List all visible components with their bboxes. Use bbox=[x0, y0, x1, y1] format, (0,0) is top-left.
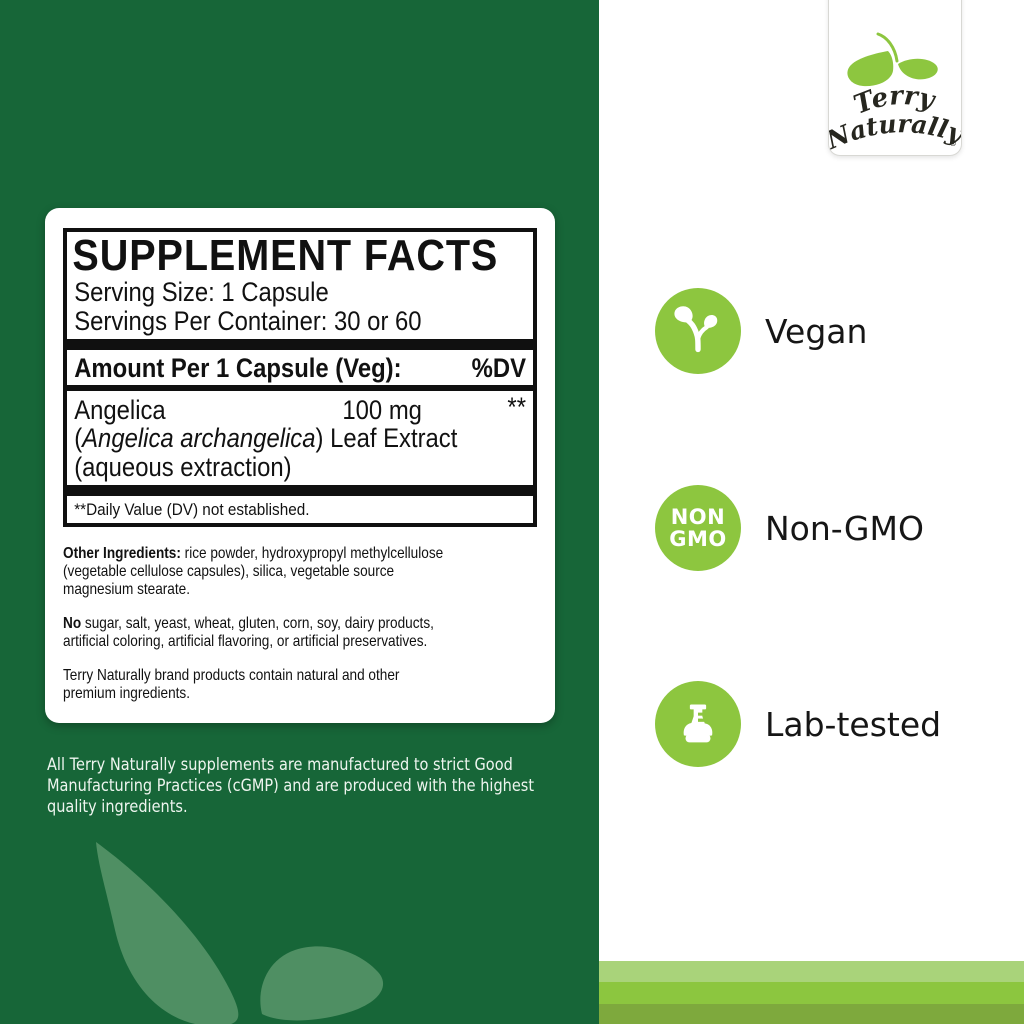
non-gmo-circle-line1: NON bbox=[670, 505, 726, 529]
watermark-small-leaf-icon bbox=[260, 946, 384, 1021]
ingredient-line3: (aqueous extraction) bbox=[74, 452, 292, 482]
bottom-stripe-dark bbox=[599, 1004, 1024, 1024]
ingredient-dv: ** bbox=[507, 392, 526, 422]
gmp-note-line1: All Terry Naturally supplements are manu… bbox=[47, 755, 513, 774]
bottom-stripe-light bbox=[599, 961, 1024, 982]
serving-size: Serving Size: 1 Capsule bbox=[74, 277, 329, 307]
bottom-stripe-mid bbox=[599, 982, 1024, 1004]
left-green-panel: SUPPLEMENT FACTS Serving Size: 1 Capsule… bbox=[0, 0, 599, 1024]
ingredient-line2-suffix: ) Leaf Extract bbox=[315, 423, 458, 453]
logo-text-line2: Naturally bbox=[821, 109, 967, 155]
ingredient-name: Angelica bbox=[74, 395, 166, 425]
ingredient-line2: (Angelica archangelica) Leaf Extract bbox=[67, 424, 533, 453]
logo-right-leaf-icon bbox=[898, 58, 938, 80]
lab-flask-icon bbox=[683, 704, 713, 743]
badge-lab-tested: Lab-tested bbox=[599, 681, 1024, 767]
supplement-facts-card: SUPPLEMENT FACTS Serving Size: 1 Capsule… bbox=[45, 208, 555, 723]
terry-naturally-logo: Terry Naturally ® bbox=[821, 32, 968, 155]
free-of-line1: sugar, salt, yeast, wheat, gluten, corn,… bbox=[81, 615, 434, 632]
watermark-large-leaf-icon bbox=[96, 842, 239, 1024]
vegan-label: Vegan bbox=[765, 311, 868, 351]
divider-thick bbox=[67, 339, 533, 350]
divider-thick-bottom bbox=[67, 485, 533, 496]
amount-header-row: Amount Per 1 Capsule (Veg): %DV bbox=[67, 353, 533, 383]
other-ingredients-lead: Other Ingredients: bbox=[63, 545, 181, 562]
free-of-lead: No bbox=[63, 615, 82, 632]
brand-note-line2: premium ingredients. bbox=[63, 685, 190, 702]
vegan-circle bbox=[655, 288, 741, 374]
supplement-facts-table: SUPPLEMENT FACTS Serving Size: 1 Capsule… bbox=[63, 228, 537, 527]
other-ingredients-line3: magnesium stearate. bbox=[63, 581, 190, 598]
ingredient-amount: 100 mg bbox=[342, 395, 422, 425]
logo-registered-mark: ® bbox=[949, 139, 957, 148]
free-of-line2: artificial coloring, artificial flavorin… bbox=[63, 633, 428, 650]
non-gmo-circle-line2: GMO bbox=[669, 527, 727, 551]
ingredient-row: Angelica 100 mg ** bbox=[67, 392, 533, 425]
non-gmo-label: Non-GMO bbox=[765, 508, 924, 548]
right-white-panel: Terry Naturally ® Vegan bbox=[599, 0, 1024, 1024]
facts-title: SUPPLEMENT FACTS bbox=[72, 231, 499, 280]
brand-note-line1: Terry Naturally brand products contain n… bbox=[63, 667, 400, 684]
badge-vegan: Vegan bbox=[599, 288, 1024, 374]
gmp-note-line3: quality ingredients. bbox=[47, 797, 188, 816]
divider-medium bbox=[67, 385, 533, 391]
gmp-note-line2: Manufacturing Practices (cGMP) and are p… bbox=[47, 776, 535, 795]
terry-naturally-logo-card: Terry Naturally ® bbox=[821, 0, 968, 156]
dv-header: %DV bbox=[471, 353, 526, 383]
other-ingredients-line1: rice powder, hydroxypropyl methylcellulo… bbox=[180, 545, 444, 562]
badge-non-gmo: NON GMO Non-GMO bbox=[599, 485, 1024, 571]
non-gmo-circle: NON GMO bbox=[655, 485, 741, 571]
servings-per-container: Servings Per Container: 30 or 60 bbox=[74, 306, 422, 336]
dv-footnote: **Daily Value (DV) not established. bbox=[74, 500, 310, 519]
other-ingredients-line2: (vegetable cellulose capsules), silica, … bbox=[63, 563, 395, 580]
lab-tested-label: Lab-tested bbox=[765, 704, 942, 744]
ingredient-botanical-name: Angelica archangelica bbox=[82, 423, 316, 453]
sprout-icon bbox=[674, 306, 718, 353]
svg-text:Naturally: Naturally bbox=[829, 109, 961, 155]
logo-left-leaf-icon bbox=[847, 51, 894, 87]
lab-tested-circle bbox=[655, 681, 741, 767]
amount-header: Amount Per 1 Capsule (Veg): bbox=[74, 353, 402, 383]
gmp-note: All Terry Naturally supplements are manu… bbox=[47, 754, 577, 817]
label-paragraphs: Other Ingredients: rice powder, hydroxyp… bbox=[63, 533, 537, 719]
logo-stem-icon bbox=[876, 32, 899, 63]
ingredient-line2-prefix: ( bbox=[74, 423, 83, 453]
